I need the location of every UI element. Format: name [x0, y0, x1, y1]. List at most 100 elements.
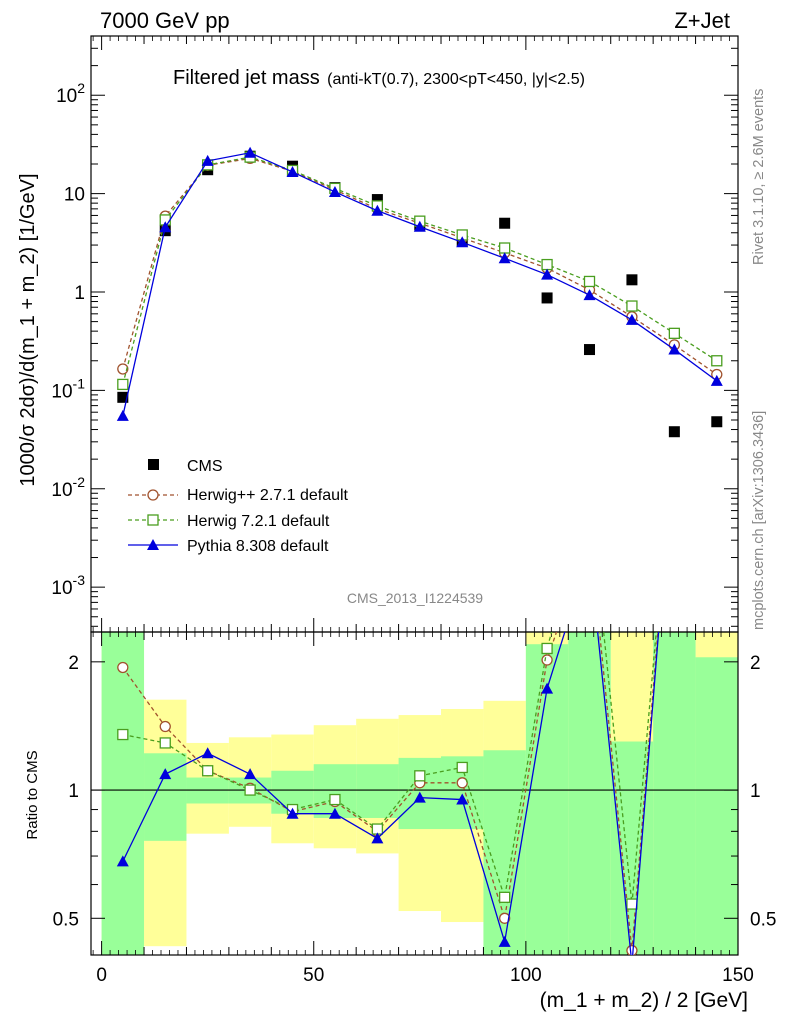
data-point-pythia-8-308-default-10 [541, 268, 554, 280]
header-right-label: Z+Jet [674, 8, 730, 33]
ratio-point-herwig-2-7-1-default-0 [117, 661, 129, 674]
ratio-band-green-13 [653, 632, 696, 955]
ratio-y-tick-label: 0.5 [53, 909, 79, 930]
data-point-herwig-7-2-1-default-11 [583, 275, 596, 288]
data-point-cms-13 [668, 426, 680, 438]
legend-marker-herwig7 [147, 514, 159, 526]
legend-label-herwigpp: Herwig++ 2.7.1 default [187, 487, 349, 504]
data-point-pythia-8-308-default-2 [201, 154, 214, 166]
x-tick-label: 0 [96, 965, 107, 986]
analysis-id-label: CMS_2013_I1224539 [347, 590, 483, 606]
x-tick-label: 150 [722, 965, 754, 986]
legend-label-cms: CMS [187, 458, 223, 475]
x-tick-label: 100 [510, 965, 542, 986]
ratio-band-green-6 [356, 764, 399, 818]
data-point-pythia-8-308-default-14 [710, 374, 723, 386]
data-point-pythia-8-308-default-9 [498, 252, 511, 264]
y-tick-label: 1 [74, 283, 85, 304]
ratio-point-pythia-8-308-default-1 [159, 768, 172, 780]
ratio-point-pythia-8-308-default-0 [116, 855, 129, 867]
data-point-herwig-7-2-1-default-0 [117, 378, 129, 391]
x-axis-label: (m_1 + m_2) / 2 [GeV] [540, 989, 748, 1012]
ratio-point-herwig-7-2-1-default-3 [244, 784, 256, 796]
ratio-point-herwig-2-7-1-default-9 [499, 912, 511, 924]
data-point-cms-0 [117, 391, 129, 403]
ratio-y-tick-label-right: 2 [750, 653, 761, 674]
legend-marker-cms [148, 459, 159, 470]
legend-label-pythia: Pythia 8.308 default [187, 538, 329, 555]
ratio-series-layer [116, 632, 660, 955]
ratio-y-tick-label: 2 [68, 653, 79, 674]
data-point-cms-10 [541, 292, 553, 304]
ratio-point-pythia-8-308-default-4 [286, 807, 299, 819]
data-point-pythia-8-308-default-4 [286, 165, 299, 177]
ratio-y-tick-label: 1 [68, 781, 79, 802]
ratio-point-herwig-7-2-1-default-5 [329, 793, 341, 806]
data-point-herwig-7-2-1-default-12 [626, 300, 638, 312]
legend-label-herwig7: Herwig 7.2.1 default [187, 513, 330, 530]
data-point-pythia-8-308-default-5 [328, 185, 341, 197]
ratio-point-pythia-8-308-default-8 [456, 793, 469, 805]
ratio-point-herwig-2-7-1-default-12 [626, 944, 638, 955]
ratio-y-tick-label-right: 0.5 [750, 909, 776, 930]
legend-marker-pythia [147, 539, 159, 550]
plot-title-main: Filtered jet mass [173, 67, 320, 89]
ratio-point-pythia-8-308-default-2 [201, 747, 214, 759]
plot-title: Filtered jet mass (anti-kT(0.7), 2300<pT… [173, 67, 585, 89]
series-line-herwig-2-7-1-default [122, 157, 718, 376]
data-point-pythia-8-308-default-13 [668, 343, 681, 355]
ratio-point-herwig-7-2-1-default-10 [541, 642, 553, 655]
y-tick-label: 10-3 [51, 572, 85, 599]
ratio-plot-frame [90, 631, 739, 956]
data-point-pythia-8-308-default-8 [456, 236, 469, 248]
data-point-pythia-8-308-default-1 [159, 221, 172, 233]
ratio-point-herwig-7-2-1-default-12 [626, 898, 638, 910]
y-tick-label: 102 [56, 80, 85, 107]
data-point-cms-6 [371, 194, 383, 206]
data-point-cms-14 [711, 416, 723, 428]
y-tick-label: 10 [64, 185, 85, 206]
axes: 10-3 10-2 10-1 1 10 102 0 50 100 150 0.5 0.5 1 1 2 2 [51, 35, 776, 986]
ratio-band-green-14 [695, 657, 738, 955]
ratio-band-green-0 [101, 632, 145, 955]
data-point-cms-12 [626, 274, 638, 286]
ratio-point-pythia-8-308-default-6 [371, 832, 384, 844]
ratio-point-herwig-7-2-1-default-7 [414, 770, 426, 782]
data-point-herwig-7-2-1-default-9 [499, 242, 511, 254]
data-point-pythia-8-308-default-12 [625, 313, 638, 325]
series-line-herwig-7-2-1-default [122, 156, 718, 385]
mcplots-side-label: mcplots.cern.ch [arXiv:1306.3436] [751, 411, 767, 630]
ratio-band-green-12 [610, 741, 654, 955]
header-left-label: 7000 GeV pp [100, 8, 230, 33]
ratio-point-herwig-7-2-1-default-9 [499, 891, 511, 903]
y-tick-label: 10-1 [51, 375, 85, 402]
ratio-y-tick-label-right: 1 [750, 781, 761, 802]
x-tick-label: 50 [303, 965, 324, 986]
ratio-point-herwig-7-2-1-default-2 [202, 765, 214, 777]
ratio-point-pythia-8-308-default-3 [244, 768, 257, 780]
data-point-herwig-7-2-1-default-14 [711, 355, 723, 367]
plot-title-detail: (anti-kT(0.7), 2300<pT<450, |y|<2.5) [327, 71, 585, 88]
ratio-point-herwig-7-2-1-default-8 [456, 761, 468, 774]
rivet-side-label: Rivet 3.1.10, ≥ 2.6M events [751, 89, 767, 265]
ratio-point-herwig-2-7-1-default-1 [159, 720, 171, 733]
ratio-y-axis-label: Ratio to CMS [24, 750, 41, 839]
data-point-herwig-7-2-1-default-13 [668, 327, 681, 339]
data-point-herwig-7-2-1-default-10 [541, 258, 553, 271]
data-point-pythia-8-308-default-0 [116, 409, 129, 421]
ratio-band-green-10 [525, 644, 569, 955]
data-point-cms-11 [584, 344, 596, 356]
ratio-point-pythia-8-308-default-7 [413, 791, 426, 803]
data-point-pythia-8-308-default-7 [413, 220, 426, 232]
y-axis-label: 1000/σ 2dσ)/d(m_1 + m_2) [1/GeV] [17, 173, 39, 486]
data-point-pythia-8-308-default-6 [371, 204, 384, 216]
ratio-point-pythia-8-308-default-9 [498, 935, 511, 947]
y-tick-label: 10-2 [51, 474, 85, 501]
legend: CMS Herwig++ 2.7.1 default Herwig 7.2.1 … [128, 458, 349, 555]
ratio-point-herwig-7-2-1-default-1 [159, 737, 171, 749]
ratio-point-herwig-7-2-1-default-0 [117, 728, 129, 741]
series-layer [116, 146, 723, 438]
ratio-point-pythia-8-308-default-10 [541, 682, 554, 694]
data-point-herwig-2-7-1-default-0 [117, 363, 129, 375]
